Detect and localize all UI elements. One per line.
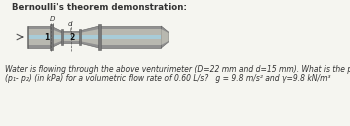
Polygon shape: [28, 26, 51, 48]
Text: Water is flowing through the above venturimeter (D=22 mm and d=15 mm). What is t: Water is flowing through the above ventu…: [5, 65, 350, 74]
Polygon shape: [61, 29, 63, 45]
Polygon shape: [161, 26, 169, 48]
Text: 2: 2: [70, 34, 75, 42]
Polygon shape: [79, 29, 81, 45]
Polygon shape: [161, 29, 169, 45]
Polygon shape: [28, 35, 161, 39]
Polygon shape: [27, 26, 28, 48]
Polygon shape: [50, 24, 52, 50]
Polygon shape: [51, 26, 61, 48]
Text: d: d: [68, 21, 72, 27]
Polygon shape: [28, 29, 51, 45]
Text: D: D: [50, 16, 55, 22]
Polygon shape: [61, 33, 79, 41]
Text: Bernoulli's theorem demonstration:: Bernoulli's theorem demonstration:: [12, 3, 187, 12]
Polygon shape: [99, 29, 161, 45]
Polygon shape: [79, 29, 99, 45]
Text: (p₁- p₂) (in kPa) for a volumetric flow rate of 0.60 L/s?   g = 9.8 m/s² and γ=9: (p₁- p₂) (in kPa) for a volumetric flow …: [5, 74, 330, 83]
Text: 1: 1: [44, 34, 50, 42]
Polygon shape: [98, 24, 101, 50]
Polygon shape: [61, 31, 79, 43]
Polygon shape: [79, 26, 99, 48]
Polygon shape: [99, 26, 161, 48]
Polygon shape: [51, 29, 61, 45]
